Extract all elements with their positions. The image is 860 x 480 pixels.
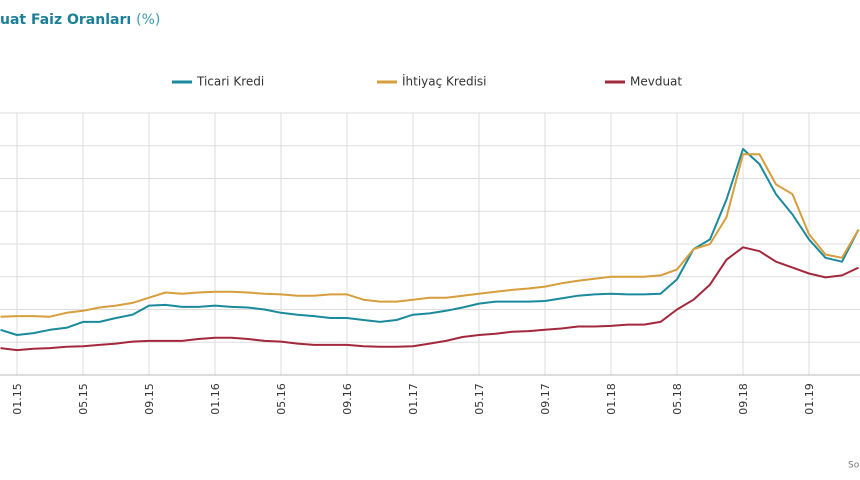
x-tick-label: 01.16 [209,383,222,415]
series-line [0,148,860,336]
x-tick-label: 01.15 [11,383,24,415]
legend-label: Mevduat [630,75,682,89]
x-tick-label: 09.18 [737,383,750,415]
x-tick-label: 09.15 [143,383,156,415]
chart-title: uat Faiz Oranları [0,12,131,28]
chart-unit: (%) [136,12,160,28]
x-tick-label: 05.15 [77,383,90,415]
legend-label: Ticari Kredi [196,75,264,89]
series-line [0,246,859,352]
series-line [0,153,860,318]
x-tick-label: 09.17 [539,383,552,415]
x-tick-label: 05.17 [473,383,486,415]
legend-label: İhtiyaç Kredisi [402,74,487,89]
x-tick-label: 01.19 [803,383,816,415]
x-tick-label: 05.16 [275,383,288,415]
x-tick-label: 01.18 [605,383,618,415]
x-tick-label: 09.16 [341,383,354,415]
source-note: So [848,461,860,471]
x-tick-label: 01.17 [407,383,420,415]
x-tick-label: 05.18 [671,383,684,415]
